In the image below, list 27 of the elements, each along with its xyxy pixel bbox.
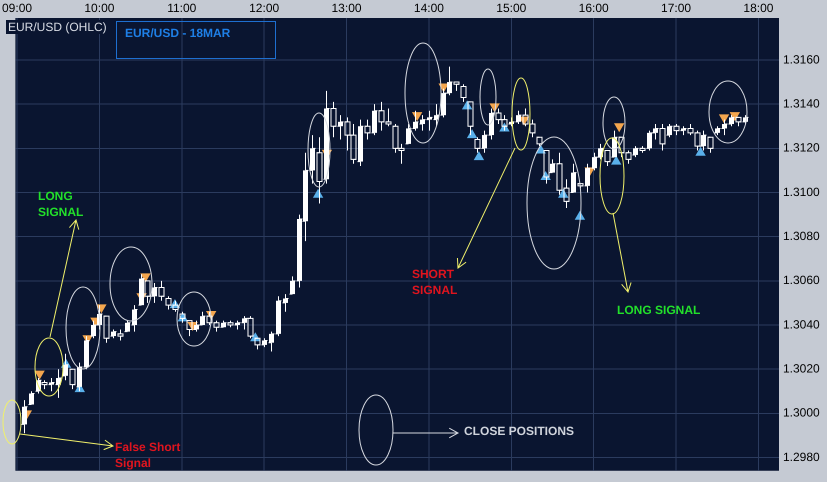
y-tick-label: 1.3080 xyxy=(783,228,820,243)
y-tick-label: 1.3000 xyxy=(783,406,820,420)
x-tick-label: 09:00 xyxy=(2,1,32,16)
x-tick-label: 14:00 xyxy=(414,1,444,16)
x-tick-label: 10:00 xyxy=(84,1,115,16)
x-tick-label: 11:00 xyxy=(167,1,197,16)
annotation: LONG SIGNAL xyxy=(617,302,702,318)
annotation: CLOSE POSITIONS xyxy=(464,423,576,439)
y-tick-label: 1.3040 xyxy=(783,317,820,332)
y-tick-label: 1.3060 xyxy=(783,273,820,288)
x-tick-label: 17:00 xyxy=(661,1,692,16)
x-tick-label: 18:00 xyxy=(743,1,774,16)
y-tick-label: 1.3160 xyxy=(783,52,820,66)
x-tick-label: 12:00 xyxy=(249,1,280,16)
text: EUR/USD - 18MAR xyxy=(116,21,276,59)
chart-subtitle: EUR/USD (OHLC) xyxy=(6,20,109,34)
annotation: LONG SIGNAL xyxy=(38,188,84,220)
annotation: False Short Signal xyxy=(115,439,182,471)
annotation: SHORT SIGNAL xyxy=(412,266,458,298)
y-tick-label: 1.3100 xyxy=(783,184,820,199)
x-tick-label: 16:00 xyxy=(578,1,609,16)
y-tick-label: 1.2980 xyxy=(783,450,820,464)
x-tick-label: 13:00 xyxy=(332,1,362,16)
y-tick-label: 1.3020 xyxy=(783,362,820,376)
y-tick-label: 1.3120 xyxy=(783,140,820,155)
x-tick-label: 15:00 xyxy=(496,1,527,16)
y-tick-label: 1.3140 xyxy=(783,96,820,110)
